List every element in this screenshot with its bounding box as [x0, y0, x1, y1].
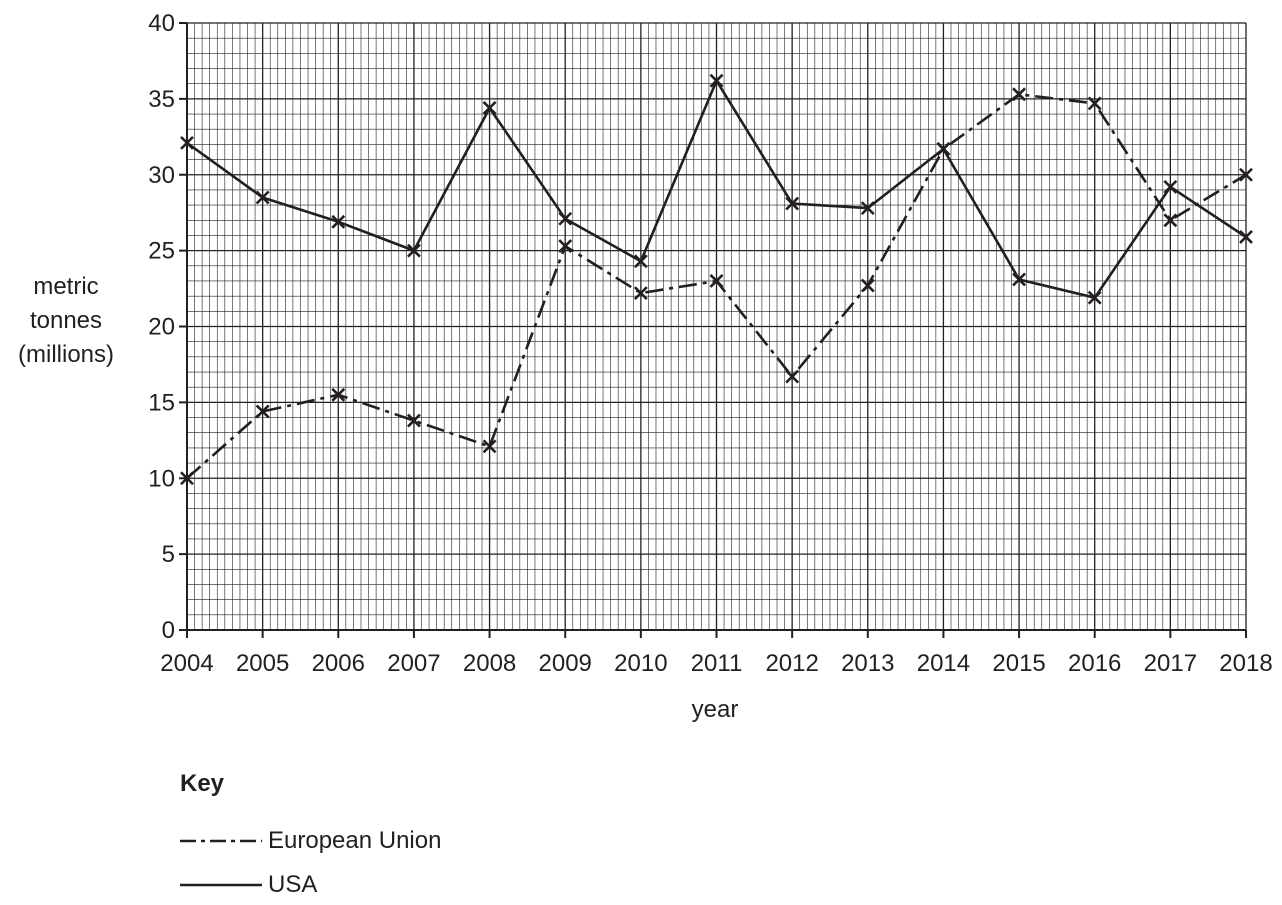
x-axis-label: year: [691, 696, 739, 723]
data-point-usa: [407, 243, 421, 258]
data-point-usa: [785, 196, 800, 211]
y-axis-label: metric tonnes (millions): [0, 270, 132, 372]
legend-swatch-solid: [180, 883, 262, 887]
data-point-european-union: [633, 286, 648, 301]
legend-entry-usa: USA: [180, 870, 317, 900]
legend-entry-european-union: European Union: [180, 826, 441, 856]
y-axis-label-line-3: (millions): [18, 341, 114, 368]
legend-label-european-union: European Union: [268, 827, 442, 854]
x-tick-label: 2004: [160, 650, 213, 677]
data-point-usa: [1163, 179, 1178, 194]
data-point-european-union: [1012, 87, 1026, 102]
major-gridlines: [186, 22, 1247, 631]
y-tick-label: 30: [148, 162, 175, 189]
x-tick-label: 2017: [1144, 650, 1197, 677]
data-point-usa: [860, 201, 875, 216]
data-point-european-union: [558, 239, 573, 253]
data-point-european-union: [482, 439, 497, 454]
legend-title: Key: [180, 770, 225, 797]
data-point-european-union: [407, 413, 421, 428]
data-point-european-union: [785, 369, 800, 384]
x-tick-label: 2007: [387, 650, 440, 677]
data-point-usa: [1012, 272, 1026, 287]
data-point-european-union: [331, 387, 346, 402]
y-tick-label: 5: [162, 541, 175, 568]
data-point-european-union: [1239, 167, 1253, 182]
y-tick-label: 40: [148, 10, 175, 37]
y-axis-label-line-2: tonnes: [29, 307, 103, 334]
data-point-usa: [482, 101, 497, 115]
x-tick-label: 2010: [614, 650, 667, 677]
data-point-european-union: [255, 404, 270, 419]
x-tick-label: 2008: [463, 650, 516, 677]
x-tick-label: 2015: [992, 650, 1045, 677]
legend-label-usa: USA: [268, 871, 318, 898]
data-point-european-union: [860, 278, 875, 293]
data-point-european-union: [709, 274, 724, 288]
y-tick-label: 10: [148, 465, 175, 492]
data-point-usa: [255, 190, 270, 205]
x-tick-label: 2006: [312, 650, 365, 677]
x-tick-label: 2013: [841, 650, 894, 677]
x-tick-label: 2012: [765, 650, 818, 677]
y-tick-label: 15: [148, 389, 175, 416]
x-tick-labels: 2004 2005 2006 2007 2008 2009 2010 2011 2012 2013…: [160, 650, 1272, 677]
data-point-usa: [1239, 230, 1253, 244]
data-point-usa: [331, 214, 346, 229]
x-tick-label: 2005: [236, 650, 289, 677]
data-point-european-union: [1163, 213, 1178, 228]
y-tick-label: 20: [148, 314, 175, 341]
x-tick-label: 2009: [539, 650, 592, 677]
data-markers: [180, 73, 1253, 486]
data-point-usa: [1087, 290, 1102, 305]
x-tick-label: 2018: [1219, 650, 1272, 677]
axes: [179, 22, 1247, 638]
x-tick-label: 2011: [691, 650, 743, 677]
data-point-european-union: [180, 471, 194, 486]
x-tick-label: 2016: [1068, 650, 1121, 677]
legend-swatch-dash-dot: [180, 839, 262, 843]
data-point-usa: [936, 142, 951, 156]
data-point-usa: [558, 211, 573, 226]
data-point-usa: [633, 254, 648, 269]
y-axis-label-line-1: metric: [33, 273, 99, 300]
y-tick-labels: 0 5 10 15 20 25 30 35 40: [148, 10, 175, 644]
data-point-usa: [709, 73, 724, 88]
data-point-usa: [180, 135, 194, 150]
y-tick-label: 0: [162, 617, 175, 644]
x-tick-label: 2014: [917, 650, 970, 677]
y-tick-label: 35: [148, 86, 175, 113]
data-point-european-union: [1087, 96, 1102, 111]
y-tick-label: 25: [148, 238, 175, 265]
